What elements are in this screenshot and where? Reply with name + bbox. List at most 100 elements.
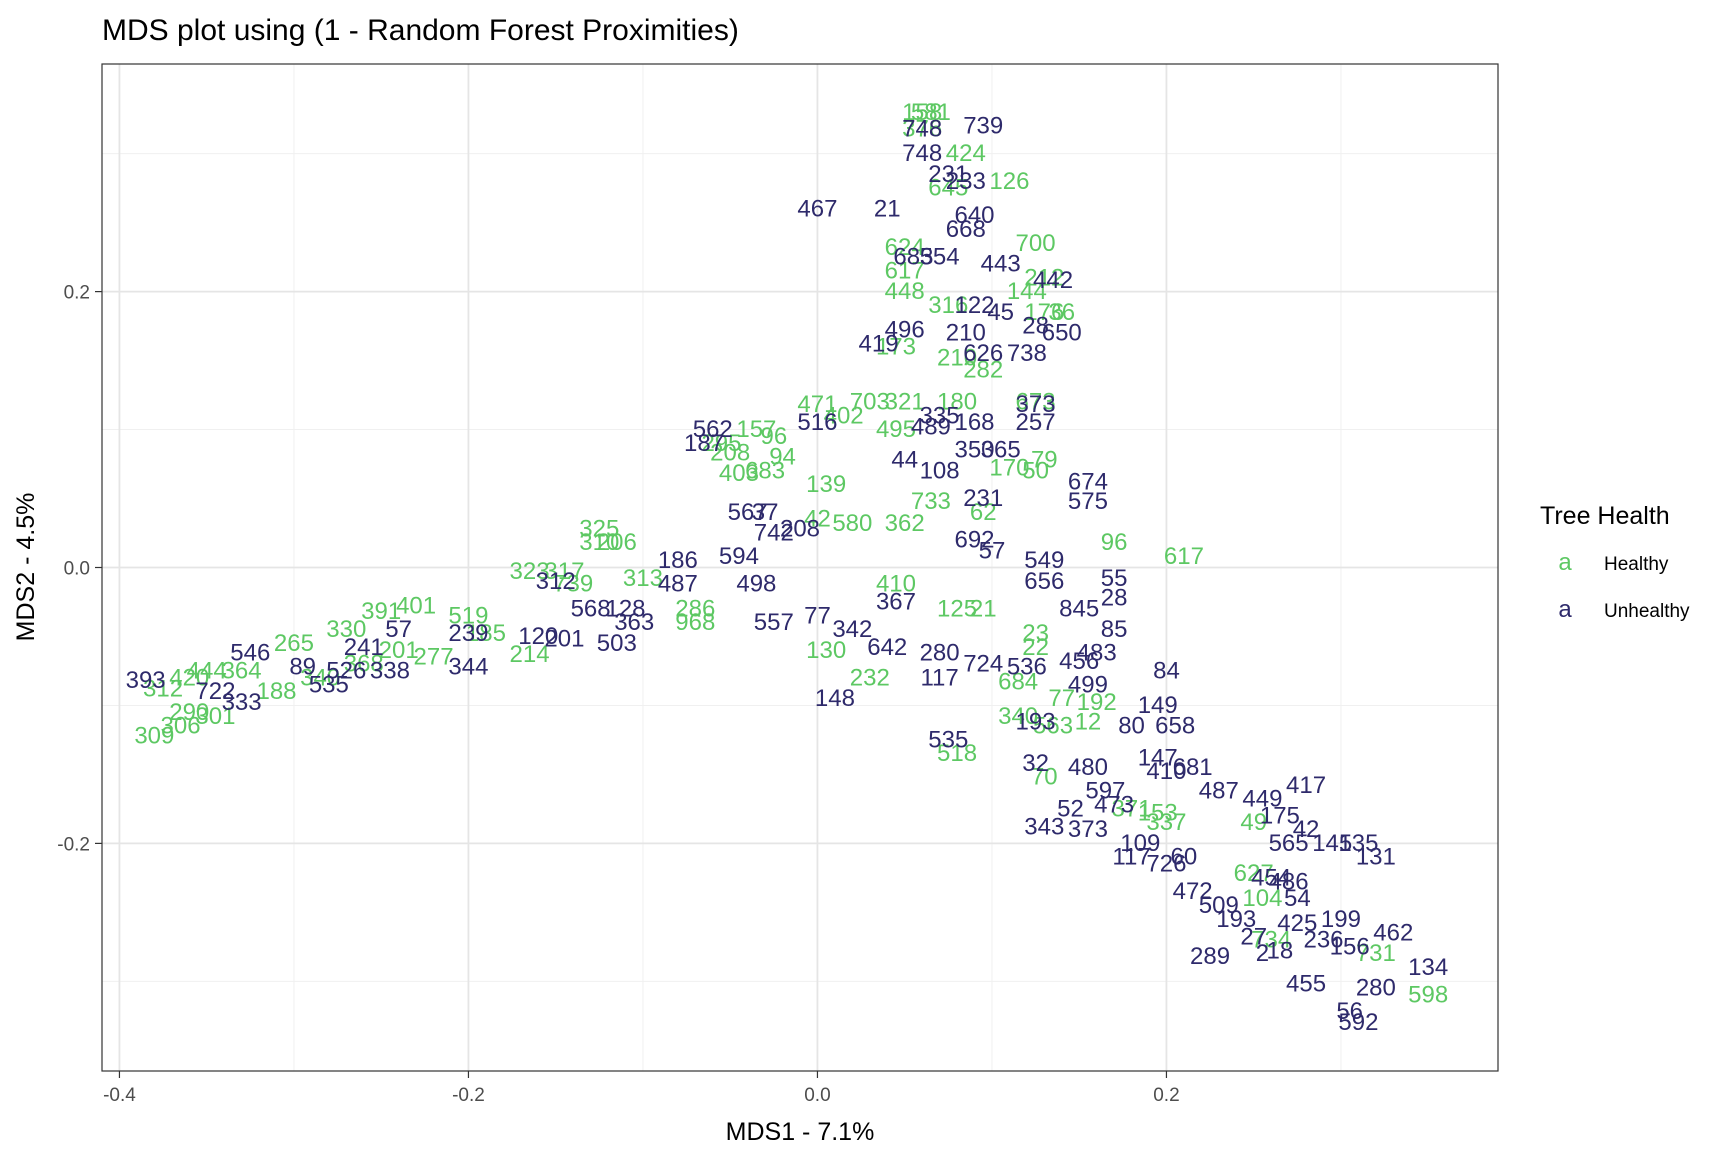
point-label-healthy: 448 <box>885 278 925 305</box>
point-label-unhealthy: 134 <box>1408 954 1448 981</box>
chart-title: MDS plot using (1 - Random Forest Proxim… <box>102 14 739 47</box>
point-label-healthy: 968 <box>675 609 715 636</box>
x-tick-label: -0.2 <box>452 1085 485 1106</box>
point-label-healthy: 337 <box>1146 809 1186 836</box>
point-label-healthy: 309 <box>134 722 174 749</box>
point-label-unhealthy: 473 <box>1094 791 1134 818</box>
point-label-unhealthy: 42 <box>1293 816 1320 843</box>
point-label-unhealthy: 117 <box>920 664 958 691</box>
point-label-healthy: 23 <box>1022 620 1049 647</box>
x-tick-label: -0.4 <box>103 1085 136 1106</box>
point-label-healthy: 79 <box>1031 446 1058 473</box>
point-label-unhealthy: 575 <box>1068 488 1108 515</box>
legend-key-healthy: a <box>1558 549 1572 576</box>
point-label-healthy: 36 <box>1048 299 1075 326</box>
point-label-healthy: 306 <box>161 713 201 740</box>
point-label-unhealthy: 108 <box>920 457 960 484</box>
point-label-healthy: 295 <box>701 430 741 457</box>
point-label-unhealthy: 535 <box>309 671 349 698</box>
point-label-unhealthy: 499 <box>1068 671 1108 698</box>
point-label-unhealthy: 683 <box>893 244 933 271</box>
point-label-healthy: 617 <box>885 257 925 284</box>
point-label-unhealthy: 592 <box>1338 1009 1378 1036</box>
point-label-unhealthy: 748 <box>902 115 942 142</box>
point-label-unhealthy: 312 <box>536 568 576 595</box>
point-label-unhealthy: 486 <box>1269 869 1309 896</box>
point-label-healthy: 96 <box>1101 529 1128 556</box>
point-label-healthy: 290 <box>169 699 209 726</box>
point-label-unhealthy: 168 <box>954 409 994 436</box>
point-label-healthy: 598 <box>1408 982 1448 1009</box>
point-label-unhealthy: 333 <box>222 689 262 716</box>
point-label-unhealthy: 175 <box>1260 802 1300 829</box>
point-label-healthy: 340 <box>998 703 1038 730</box>
point-label-unhealthy: 549 <box>1024 547 1064 574</box>
point-label-healthy: 170 <box>989 455 1029 482</box>
point-label-unhealthy: 147 <box>1138 744 1178 771</box>
point-label-healthy: 282 <box>963 357 1003 384</box>
point-label-healthy: 581 <box>911 99 951 126</box>
point-label-unhealthy: 57 <box>385 616 412 643</box>
point-label-unhealthy: 52 <box>1057 795 1084 822</box>
point-label-healthy: 733 <box>911 488 951 515</box>
point-label-unhealthy: 193 <box>1216 906 1256 933</box>
point-label-unhealthy: 845 <box>1059 595 1099 622</box>
point-label-unhealthy: 498 <box>736 571 776 598</box>
point-label-unhealthy: 516 <box>797 409 837 436</box>
point-label-healthy: 317 <box>544 558 584 585</box>
point-label-healthy: 210 <box>937 344 977 371</box>
point-label-healthy: 206 <box>597 529 637 556</box>
point-label-healthy: 330 <box>326 616 366 643</box>
point-label-unhealthy: 363 <box>614 609 654 636</box>
point-label-healthy: 192 <box>1077 689 1117 716</box>
point-label-healthy: 70 <box>1031 764 1058 791</box>
point-label-healthy: 424 <box>946 140 986 167</box>
point-label-unhealthy: 193 <box>1016 708 1056 735</box>
point-label-unhealthy: 56 <box>1336 998 1363 1025</box>
point-label-healthy: 42 <box>804 506 831 533</box>
point-label-healthy: 323 <box>510 558 550 585</box>
point-label-healthy: 310 <box>579 529 619 556</box>
y-tick-label: -0.2 <box>57 834 90 855</box>
point-label-unhealthy: 236 <box>1303 926 1343 953</box>
point-label-healthy: 321 <box>885 388 925 415</box>
point-label-unhealthy: 557 <box>754 609 794 636</box>
point-label-unhealthy: 231 <box>928 161 968 188</box>
point-label-unhealthy: 503 <box>597 630 637 657</box>
point-label-unhealthy: 55 <box>1101 565 1128 592</box>
point-label-healthy: 96 <box>760 423 787 450</box>
point-label-unhealthy: 496 <box>885 317 925 344</box>
y-tick-label: 0.2 <box>64 283 90 304</box>
point-label-healthy: 580 <box>832 510 872 537</box>
point-label-healthy: 104 <box>1242 885 1282 912</box>
point-label-unhealthy: 148 <box>815 685 855 712</box>
point-label-healthy: 173 <box>876 333 916 360</box>
point-label-healthy: 364 <box>222 657 262 684</box>
point-label-healthy: 563 <box>1033 713 1073 740</box>
point-label-unhealthy: 342 <box>832 616 872 643</box>
point-label-unhealthy: 28 <box>1101 584 1128 611</box>
point-label-healthy: 214 <box>510 641 550 668</box>
point-label-unhealthy: 45 <box>987 299 1014 326</box>
point-label-unhealthy: 44 <box>891 446 918 473</box>
point-label-unhealthy: 187 <box>684 430 724 457</box>
point-label-unhealthy: 554 <box>920 244 960 271</box>
point-label-healthy: 176 <box>1024 299 1064 326</box>
legend-key-unhealthy: a <box>1558 596 1572 623</box>
point-label-unhealthy: 674 <box>1068 468 1108 495</box>
point-label-unhealthy: 145 <box>1312 830 1352 857</box>
point-label-healthy: 401 <box>396 593 436 620</box>
point-label-unhealthy: 2 <box>1256 940 1269 967</box>
point-label-unhealthy: 480 <box>1068 754 1108 781</box>
point-label-unhealthy: 343 <box>1024 813 1064 840</box>
legend-title: Tree Health <box>1540 502 1670 530</box>
x-axis-label: MDS1 - 7.1% <box>726 1118 875 1146</box>
point-label-healthy: 130 <box>806 637 846 664</box>
point-label-healthy: 391 <box>361 598 401 625</box>
point-label-healthy: 402 <box>824 402 864 429</box>
point-label-unhealthy: 57 <box>979 537 1006 564</box>
point-label-unhealthy: 668 <box>946 216 986 243</box>
point-label-unhealthy: 257 <box>1016 409 1056 436</box>
